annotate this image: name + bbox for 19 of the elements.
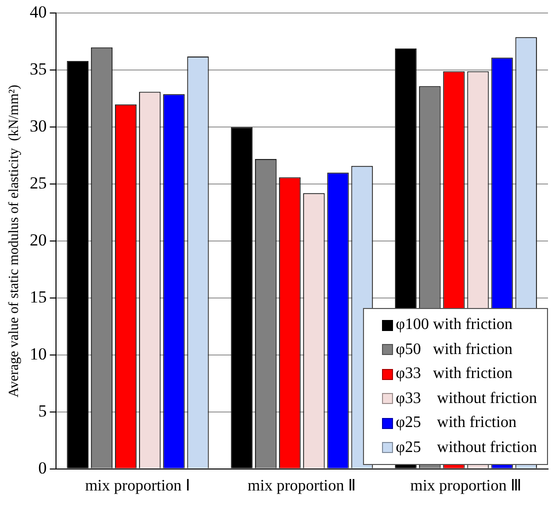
- y-tick-label: 15: [30, 287, 47, 306]
- y-tick-label: 0: [38, 458, 47, 478]
- legend-label: φ100 with friction: [394, 315, 514, 335]
- y-tick-label: 40: [30, 2, 47, 22]
- x-tick-label: mix proportion Ⅰ: [85, 478, 191, 495]
- y-tick-label: 25: [30, 174, 47, 193]
- y-tick-label: 30: [30, 116, 47, 136]
- y-axis-title: Average value of static modulus of elasticity (kN/mm²): [7, 84, 22, 398]
- y-tick-label: 5: [38, 401, 47, 420]
- legend-label: φ25 without friction: [394, 438, 537, 458]
- legend-label: φ50 with friction: [394, 340, 514, 360]
- legend-label: φ33 without friction: [394, 388, 537, 408]
- x-tick-label: mix proportion Ⅲ: [410, 478, 522, 495]
- x-tick-label: mix proportion Ⅱ: [248, 478, 356, 495]
- y-tick-label: 35: [30, 60, 47, 79]
- legend-label: φ33 with friction: [394, 364, 514, 384]
- legend-label: φ25 with friction: [394, 413, 518, 433]
- y-tick-label: 20: [30, 230, 47, 250]
- y-tick-label: 10: [30, 344, 47, 364]
